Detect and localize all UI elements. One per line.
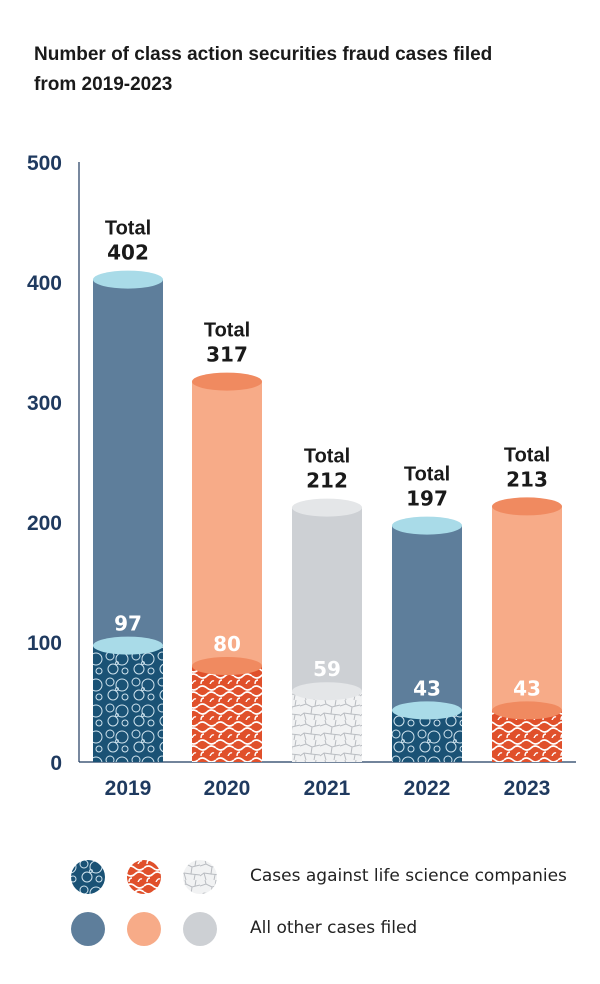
- life-science-value-label: 59: [313, 657, 341, 681]
- total-label-value: 197: [406, 487, 448, 511]
- legend-other-cases-swatch: [127, 912, 161, 946]
- x-tick-label: 2020: [204, 777, 251, 800]
- total-label-prefix: Total: [304, 446, 350, 468]
- x-tick-label: 2021: [304, 777, 351, 800]
- legend-other-cases-swatch: [183, 912, 217, 946]
- total-label-prefix: Total: [404, 464, 450, 486]
- legend-layer: [71, 860, 217, 946]
- bars-layer: [93, 270, 562, 762]
- legend-other-cases-label: All other cases filed: [250, 918, 418, 938]
- legend-other-cases-swatch: [71, 912, 105, 946]
- chart-title: Number of class action securities fraud …: [34, 40, 574, 100]
- bar-top-cap: [492, 497, 562, 516]
- total-label-prefix: Total: [105, 218, 151, 240]
- bar-life-science-cap: [492, 701, 562, 720]
- bar-life-science: [192, 666, 262, 762]
- bar-life-science-cap: [93, 636, 163, 655]
- life-science-value-label: 80: [213, 632, 241, 656]
- legend-life-science-swatch: [71, 860, 105, 894]
- total-label-prefix: Total: [204, 320, 250, 342]
- chart-title-line-2: from 2019-2023: [34, 74, 173, 95]
- x-tick-label: 2022: [404, 777, 451, 800]
- y-tick-label: 300: [27, 392, 62, 415]
- y-tick-label: 400: [27, 272, 62, 295]
- x-tick-label: 2023: [504, 777, 551, 800]
- life-science-value-label: 43: [513, 676, 541, 700]
- y-tick-label: 100: [27, 632, 62, 655]
- legend-life-science-swatch: [127, 860, 161, 894]
- life-science-value-label: 43: [413, 676, 441, 700]
- bar-life-science-cap: [392, 701, 462, 720]
- legend-life-science-label: Cases against life science companies: [250, 866, 567, 886]
- bar-life-science-cap: [292, 682, 362, 701]
- bar-top-cap: [93, 270, 163, 289]
- labels-layer: Total402972019Total317802020Total2125920…: [105, 218, 551, 800]
- life-science-value-label: 97: [114, 612, 142, 636]
- bar-top-cap: [392, 516, 462, 535]
- total-label-value: 317: [206, 343, 248, 367]
- y-tick-label: 0: [50, 752, 62, 775]
- bar-life-science: [93, 645, 163, 762]
- total-label-value: 212: [306, 469, 348, 493]
- y-tick-label: 200: [27, 512, 62, 535]
- bar-top-cap: [192, 372, 262, 391]
- bar-life-science: [292, 691, 362, 762]
- chart-title-line-1: Number of class action securities fraud …: [34, 44, 493, 65]
- x-tick-label: 2019: [105, 777, 152, 800]
- total-label-value: 402: [107, 241, 149, 265]
- y-tick-label: 500: [27, 152, 62, 175]
- bar-life-science-cap: [192, 657, 262, 675]
- legend-life-science-swatch: [183, 860, 217, 894]
- bar-top-cap: [292, 498, 362, 517]
- total-label-prefix: Total: [504, 444, 550, 466]
- total-label-value: 213: [506, 467, 548, 491]
